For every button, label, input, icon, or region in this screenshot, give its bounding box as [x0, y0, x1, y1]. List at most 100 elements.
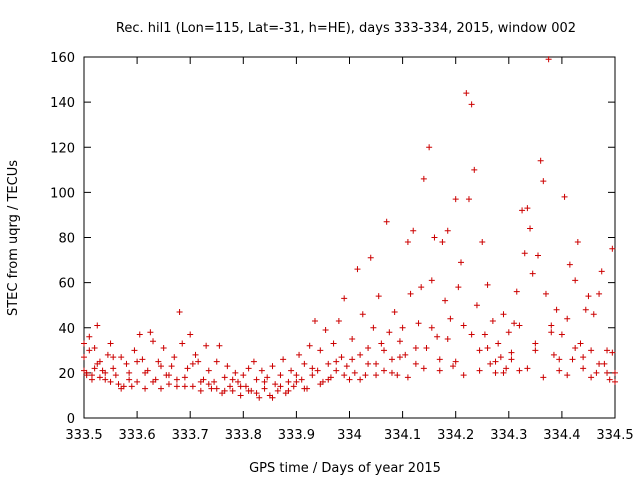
- data-point: [110, 365, 117, 372]
- data-point: [489, 317, 496, 324]
- x-tick-label: 334.3: [490, 428, 527, 443]
- data-point: [357, 376, 364, 383]
- data-point: [157, 385, 164, 392]
- data-point: [473, 302, 480, 309]
- data-point: [256, 394, 263, 401]
- x-tick-label: 333.7: [172, 428, 209, 443]
- data-point: [314, 367, 321, 374]
- y-tick-label: 80: [58, 232, 75, 247]
- data-point: [529, 270, 536, 277]
- y-tick-label: 20: [58, 367, 75, 382]
- data-point: [115, 381, 122, 388]
- data-point: [508, 356, 515, 363]
- data-point: [81, 340, 87, 347]
- data-point: [330, 340, 337, 347]
- data-point: [357, 351, 364, 358]
- y-tick-label: 140: [50, 96, 75, 111]
- data-point: [325, 376, 332, 383]
- data-point: [269, 394, 276, 401]
- y-tick-label: 160: [50, 51, 75, 66]
- data-point: [513, 288, 520, 295]
- data-point: [503, 365, 510, 372]
- data-point: [404, 239, 411, 246]
- data-point: [184, 365, 191, 372]
- data-point: [548, 322, 555, 329]
- data-point: [264, 374, 271, 381]
- data-point: [412, 345, 419, 352]
- data-point: [519, 207, 526, 214]
- data-point: [476, 347, 483, 354]
- data-point: [582, 306, 589, 313]
- data-point: [88, 376, 95, 383]
- data-point: [155, 358, 162, 365]
- data-point: [463, 90, 470, 97]
- data-point: [535, 252, 542, 259]
- data-point: [439, 239, 446, 246]
- data-point: [362, 372, 369, 379]
- data-point: [545, 56, 552, 63]
- data-point: [150, 338, 157, 345]
- data-point: [396, 354, 403, 361]
- data-point: [343, 363, 350, 370]
- data-point: [604, 347, 611, 354]
- data-point: [301, 385, 308, 392]
- data-point: [253, 390, 260, 397]
- data-point: [189, 383, 196, 390]
- data-point: [436, 367, 443, 374]
- data-point: [81, 354, 87, 361]
- data-point: [564, 372, 571, 379]
- data-point: [428, 277, 435, 284]
- data-point: [245, 387, 252, 394]
- data-point: [126, 376, 133, 383]
- data-point: [338, 354, 345, 361]
- data-point: [577, 340, 584, 347]
- data-point: [367, 254, 374, 261]
- data-point: [487, 360, 494, 367]
- data-point: [168, 363, 175, 370]
- plot-frame: [83, 56, 616, 419]
- data-point: [240, 372, 247, 379]
- data-point: [561, 193, 568, 200]
- data-point: [412, 360, 419, 367]
- data-point: [431, 234, 438, 241]
- data-point: [468, 101, 475, 108]
- data-point: [601, 360, 608, 367]
- data-point: [309, 372, 316, 379]
- data-point: [598, 268, 605, 275]
- data-point: [572, 345, 579, 352]
- data-point: [391, 308, 398, 315]
- data-point: [94, 322, 101, 329]
- data-point: [139, 356, 146, 363]
- data-point: [596, 360, 603, 367]
- data-point: [550, 351, 557, 358]
- data-point: [428, 324, 435, 331]
- data-point: [224, 363, 231, 370]
- data-point: [118, 354, 125, 361]
- data-point: [596, 290, 603, 297]
- data-point: [612, 378, 618, 385]
- data-point: [179, 340, 186, 347]
- data-point: [290, 383, 297, 390]
- data-point: [460, 322, 467, 329]
- data-point: [381, 347, 388, 354]
- data-point: [460, 372, 467, 379]
- data-point: [612, 369, 618, 376]
- data-point: [585, 293, 592, 300]
- data-point: [500, 311, 507, 318]
- data-point: [208, 385, 215, 392]
- data-point: [566, 261, 573, 268]
- data-point: [479, 239, 486, 246]
- x-tick-label: 333.6: [118, 428, 155, 443]
- data-point: [609, 349, 616, 356]
- data-point: [157, 363, 164, 370]
- data-point: [234, 378, 241, 385]
- data-point: [86, 347, 93, 354]
- data-point: [317, 347, 324, 354]
- data-points: [81, 56, 618, 401]
- x-tick-label: 334.2: [437, 428, 474, 443]
- data-point: [311, 317, 318, 324]
- data-point: [341, 295, 348, 302]
- data-point: [471, 166, 478, 173]
- data-point: [134, 378, 141, 385]
